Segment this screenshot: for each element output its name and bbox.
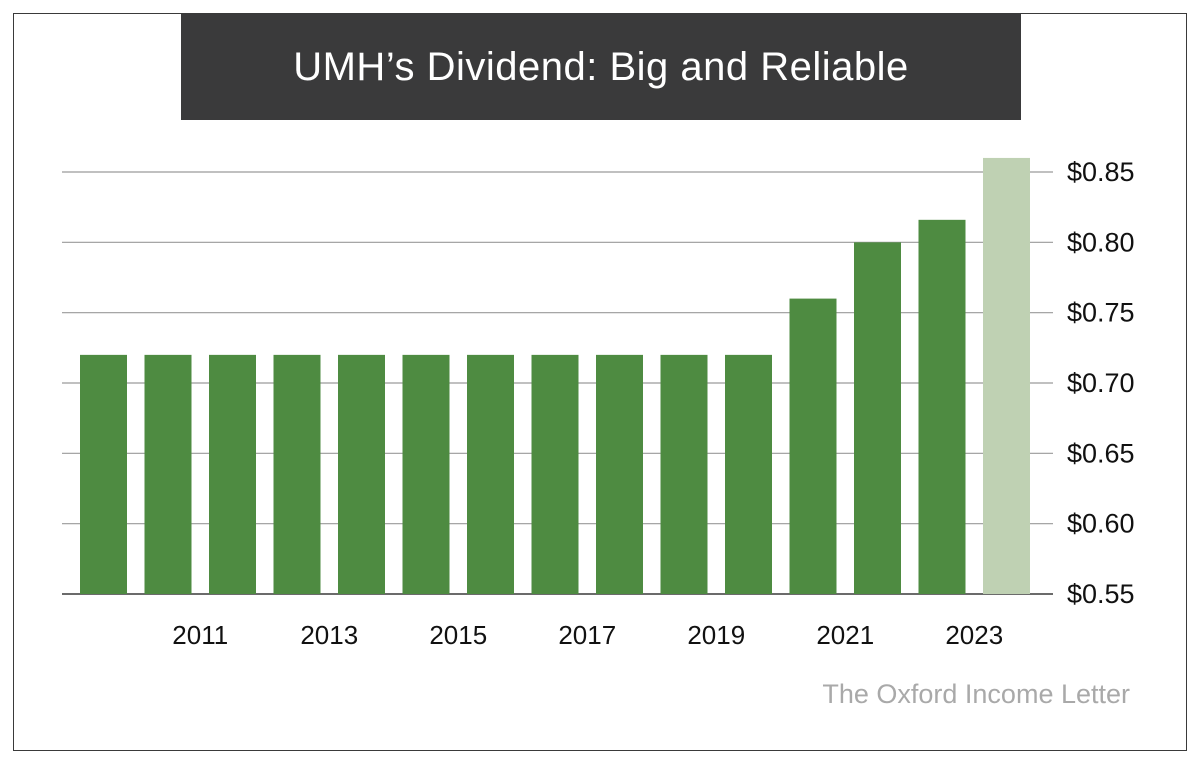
y-tick-label: $0.75 (1067, 298, 1135, 328)
y-tick-label: $0.55 (1067, 579, 1135, 609)
y-tick-label: $0.85 (1067, 157, 1135, 187)
bar-2015 (402, 354, 450, 594)
x-tick-label: 2023 (945, 620, 1003, 650)
y-tick-label: $0.70 (1067, 368, 1135, 398)
bar-2013 (273, 354, 321, 594)
x-tick-label: 2015 (429, 620, 487, 650)
y-tick-label: $0.65 (1067, 438, 1135, 468)
bar-2017 (531, 354, 579, 594)
chart-title: UMH’s Dividend: Big and Reliable (293, 44, 909, 89)
bar-2014 (338, 354, 385, 594)
bar-2022 (854, 242, 901, 595)
bar-2019 (660, 354, 708, 594)
bar-2020 (725, 354, 772, 594)
bar-2018 (596, 354, 643, 594)
bar-2021 (789, 298, 837, 594)
title-bar: UMH’s Dividend: Big and Reliable (181, 14, 1021, 120)
y-tick-label: $0.80 (1067, 227, 1135, 257)
bar-2024 (983, 157, 1030, 594)
y-tick-label: $0.60 (1067, 509, 1135, 539)
bar-2016 (467, 354, 514, 594)
bar-2023 (918, 219, 966, 594)
x-tick-label: 2019 (687, 620, 745, 650)
x-tick-label: 2011 (172, 620, 228, 650)
x-tick-label: 2013 (300, 620, 358, 650)
bar-2012 (209, 354, 256, 594)
bar-2010 (80, 354, 127, 594)
bar-2011 (144, 354, 192, 594)
x-tick-label: 2017 (558, 620, 616, 650)
source-credit: The Oxford Income Letter (822, 679, 1130, 709)
x-tick-label: 2021 (816, 620, 874, 650)
